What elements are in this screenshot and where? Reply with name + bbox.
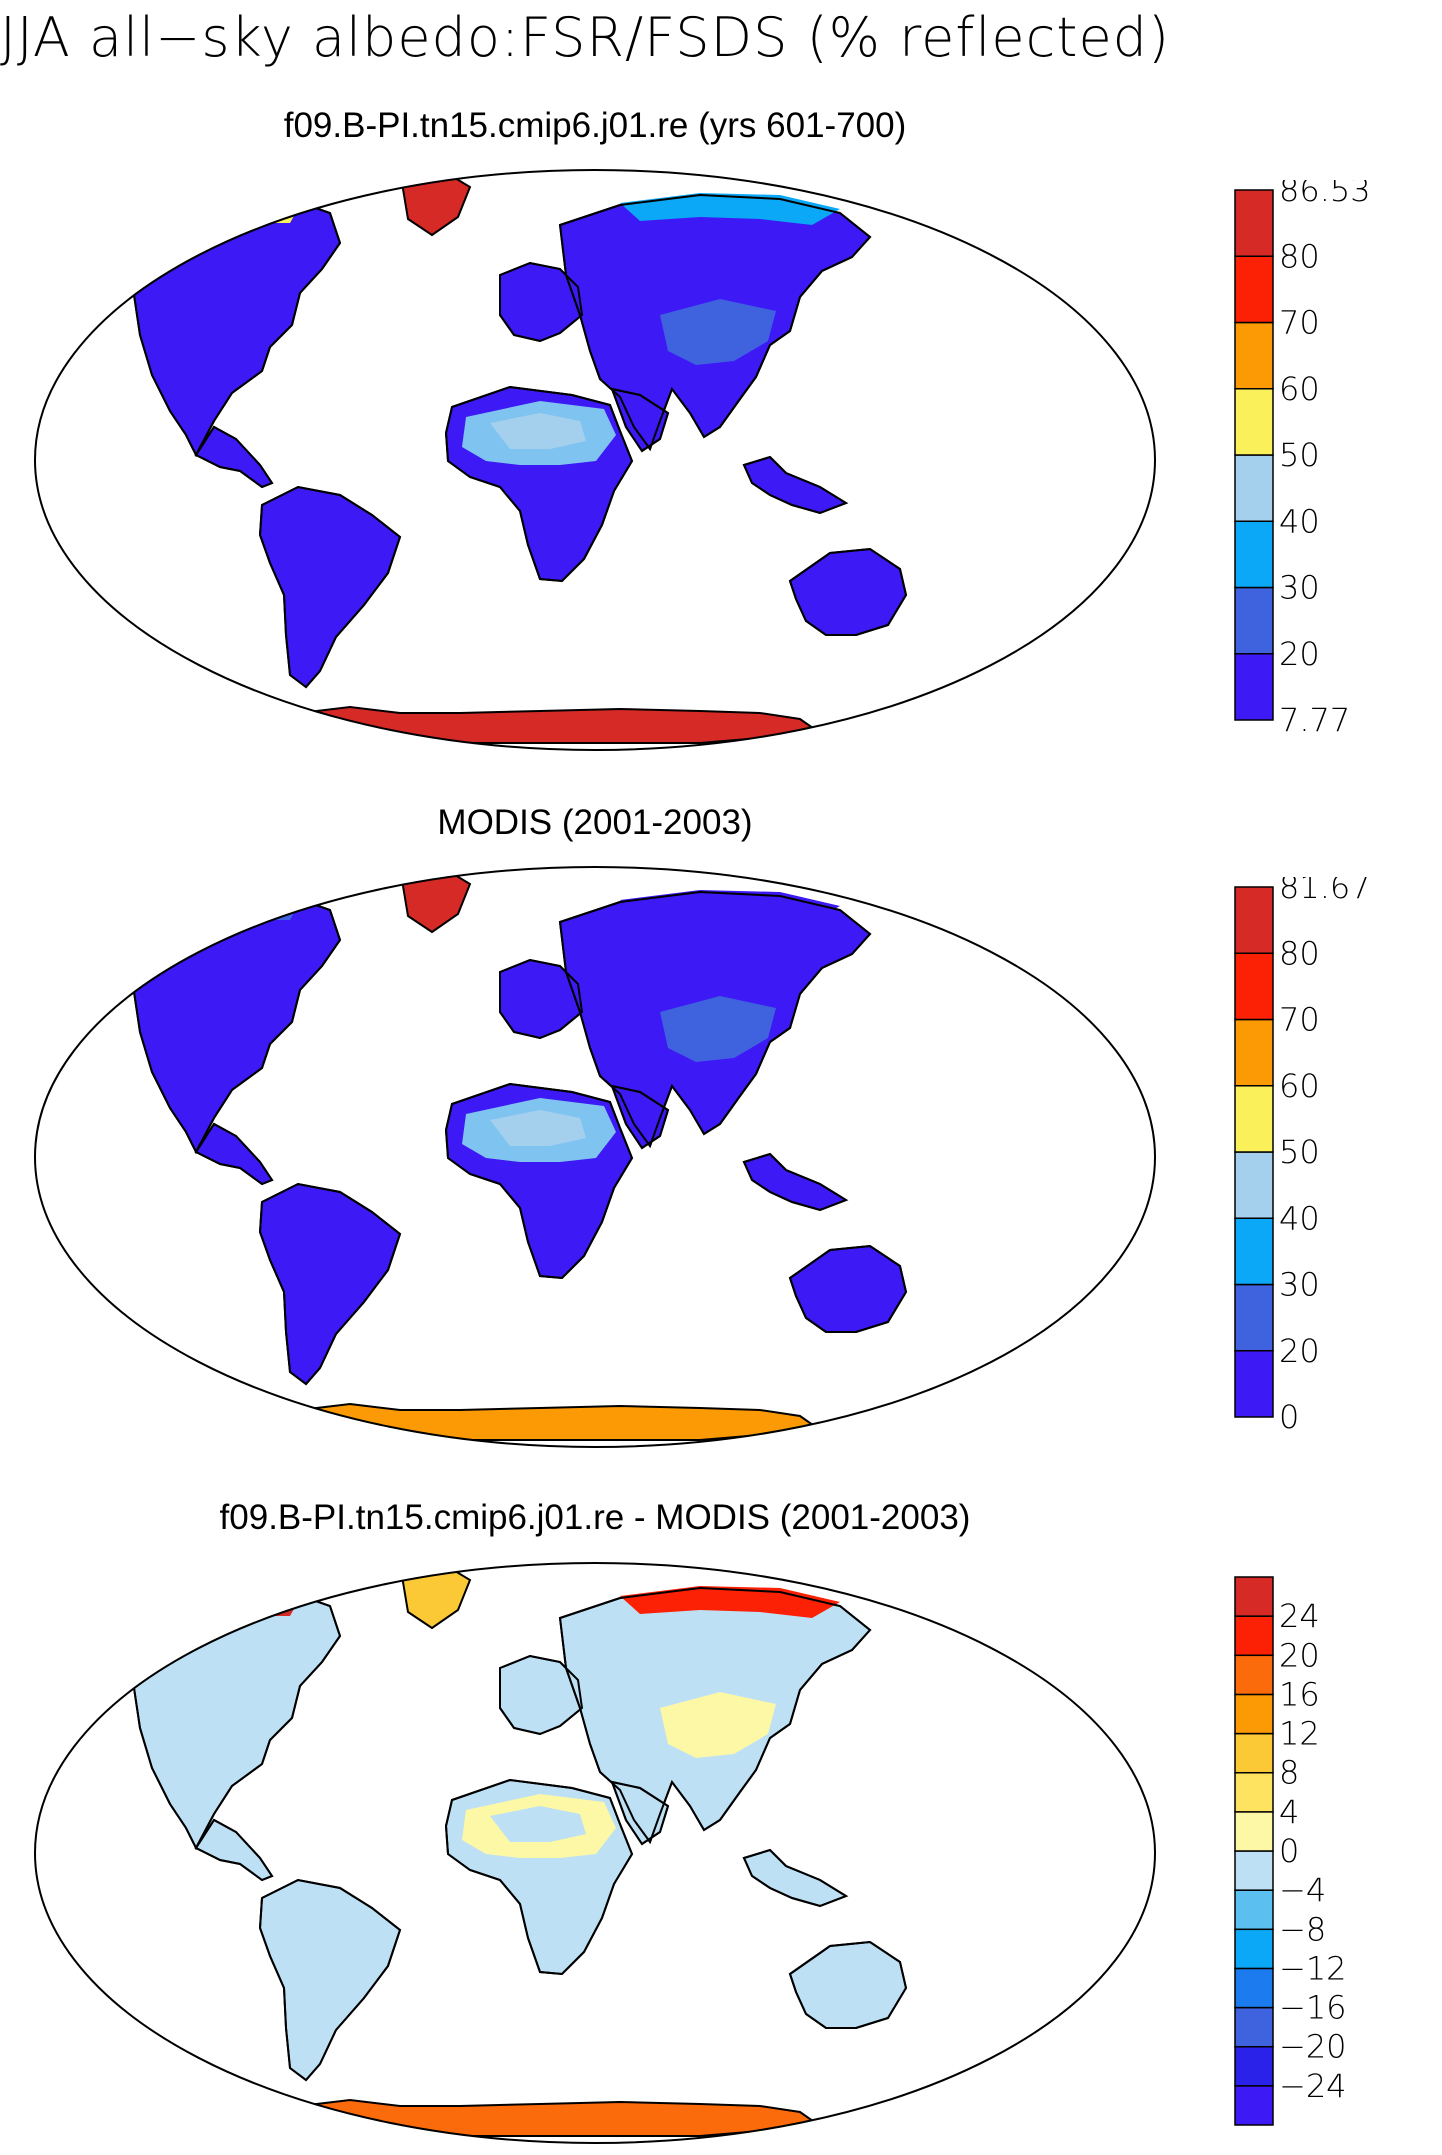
colorbar-swatch bbox=[1234, 1151, 1274, 1219]
colorbar-swatch bbox=[1234, 1350, 1274, 1418]
colorbar-swatch bbox=[1234, 1928, 1274, 1970]
colorbar-swatch bbox=[1234, 1085, 1274, 1153]
colorbar-swatch bbox=[1234, 1654, 1274, 1696]
figure-title: JJA all−sky albedo:FSR/FSDS (% reflected… bbox=[0, 6, 1171, 69]
region-tibet bbox=[660, 1692, 776, 1758]
colorbar-label: 30 bbox=[1279, 1266, 1320, 1304]
region-sahara-inner bbox=[490, 1806, 586, 1842]
colorbar-swatch bbox=[1234, 255, 1274, 324]
colorbar-label: 30 bbox=[1279, 569, 1320, 607]
colorbar-swatch bbox=[1234, 1850, 1274, 1891]
colorbar-label: −16 bbox=[1279, 1989, 1347, 2027]
land-antarctica bbox=[259, 705, 823, 744]
colorbar-label: 0 bbox=[1279, 1398, 1299, 1436]
colorbar-swatch bbox=[1234, 2006, 1274, 2048]
land-antarctica bbox=[259, 1402, 823, 1441]
map-boundary bbox=[34, 866, 1156, 1448]
map-land bbox=[35, 170, 1155, 750]
map-boundary bbox=[34, 1562, 1156, 2144]
colorbar-label: 20 bbox=[1279, 1636, 1320, 1674]
colorbar-swatch bbox=[1234, 520, 1274, 589]
colorbar-swatch bbox=[1234, 586, 1274, 655]
colorbar-swatch bbox=[1234, 886, 1274, 954]
panel-2-colorbar: 0 20 30 40 50 60 70 80 81.67 bbox=[1234, 877, 1371, 1436]
colorbar-label: −12 bbox=[1279, 1949, 1347, 1987]
colorbar-swatch bbox=[1234, 189, 1274, 257]
colorbar-label: −4 bbox=[1279, 1871, 1326, 1909]
panel-2-title: MODIS (2001-2003) bbox=[437, 803, 753, 842]
colorbar-swatch bbox=[1234, 1576, 1274, 1617]
land-antarctica bbox=[259, 2098, 823, 2137]
colorbar-label: 70 bbox=[1279, 1001, 1320, 1039]
region-sahara-inner bbox=[490, 1110, 586, 1146]
region-tibet bbox=[660, 299, 776, 365]
colorbar-swatch bbox=[1234, 653, 1274, 721]
region-tibet bbox=[660, 996, 776, 1062]
colorbar-label: 60 bbox=[1279, 370, 1320, 408]
colorbar-swatch bbox=[1234, 2045, 1274, 2087]
colorbar-swatch bbox=[1234, 388, 1274, 456]
colorbar-swatch bbox=[1234, 1967, 1274, 2009]
region-arctic-islands bbox=[228, 892, 300, 920]
colorbar-swatch bbox=[1234, 454, 1274, 522]
colorbar-label: 50 bbox=[1279, 436, 1320, 474]
colorbar-swatch bbox=[1234, 2085, 1274, 2126]
panel-2-map bbox=[34, 866, 1156, 1448]
colorbar-label: 16 bbox=[1279, 1675, 1320, 1713]
colorbar-label: 86.53 bbox=[1279, 180, 1371, 209]
colorbar-label: 8 bbox=[1279, 1754, 1299, 1792]
colorbar-swatch bbox=[1234, 1283, 1274, 1352]
colorbar-label: −24 bbox=[1279, 2067, 1347, 2105]
map-boundary bbox=[34, 169, 1156, 751]
colorbar-label: 50 bbox=[1279, 1133, 1320, 1171]
colorbar-label: 80 bbox=[1279, 934, 1320, 972]
colorbar-label: 7.77 bbox=[1279, 701, 1350, 739]
colorbar-label: 0 bbox=[1279, 1832, 1299, 1870]
region-sahara-inner bbox=[490, 413, 586, 449]
colorbar-label: −20 bbox=[1279, 2028, 1347, 2066]
colorbar-label: 80 bbox=[1279, 237, 1320, 275]
colorbar-label: 40 bbox=[1279, 502, 1320, 540]
colorbar-label: 60 bbox=[1279, 1067, 1320, 1105]
map-land bbox=[35, 1563, 1155, 2143]
colorbar-label: 4 bbox=[1279, 1793, 1299, 1831]
colorbar-swatch bbox=[1234, 952, 1274, 1021]
region-arctic-islands bbox=[228, 195, 300, 223]
colorbar-label: 40 bbox=[1279, 1199, 1320, 1237]
colorbar-swatch bbox=[1234, 1693, 1274, 1735]
colorbar-swatch bbox=[1234, 1217, 1274, 1286]
colorbar-swatch bbox=[1234, 1889, 1274, 1931]
panel-1-title: f09.B-PI.tn15.cmip6.j01.re (yrs 601-700) bbox=[283, 106, 907, 145]
colorbar-swatch bbox=[1234, 1732, 1274, 1774]
colorbar-swatch bbox=[1234, 1615, 1274, 1657]
colorbar-label: 20 bbox=[1279, 635, 1320, 673]
panel-1-map bbox=[34, 169, 1156, 751]
colorbar-swatch bbox=[1234, 1771, 1274, 1813]
colorbar-swatch bbox=[1234, 321, 1274, 390]
colorbar-swatch bbox=[1234, 1811, 1274, 1852]
region-arctic-islands bbox=[228, 1588, 300, 1616]
colorbar-label: −8 bbox=[1279, 1910, 1326, 1948]
map-land bbox=[35, 867, 1155, 1447]
colorbar-label: 24 bbox=[1279, 1597, 1320, 1635]
colorbar-label: 70 bbox=[1279, 304, 1320, 342]
panel-3-map bbox=[34, 1562, 1156, 2144]
colorbar-label: 12 bbox=[1279, 1715, 1320, 1753]
panel-3-title: f09.B-PI.tn15.cmip6.j01.re - MODIS (2001… bbox=[219, 1498, 971, 1537]
colorbar-label: 20 bbox=[1279, 1332, 1320, 1370]
colorbar-swatch bbox=[1234, 1018, 1274, 1087]
colorbar-label: 81.67 bbox=[1279, 877, 1371, 906]
panel-1-colorbar: 7.77 20 30 40 50 60 70 80 86.53 bbox=[1234, 180, 1371, 739]
